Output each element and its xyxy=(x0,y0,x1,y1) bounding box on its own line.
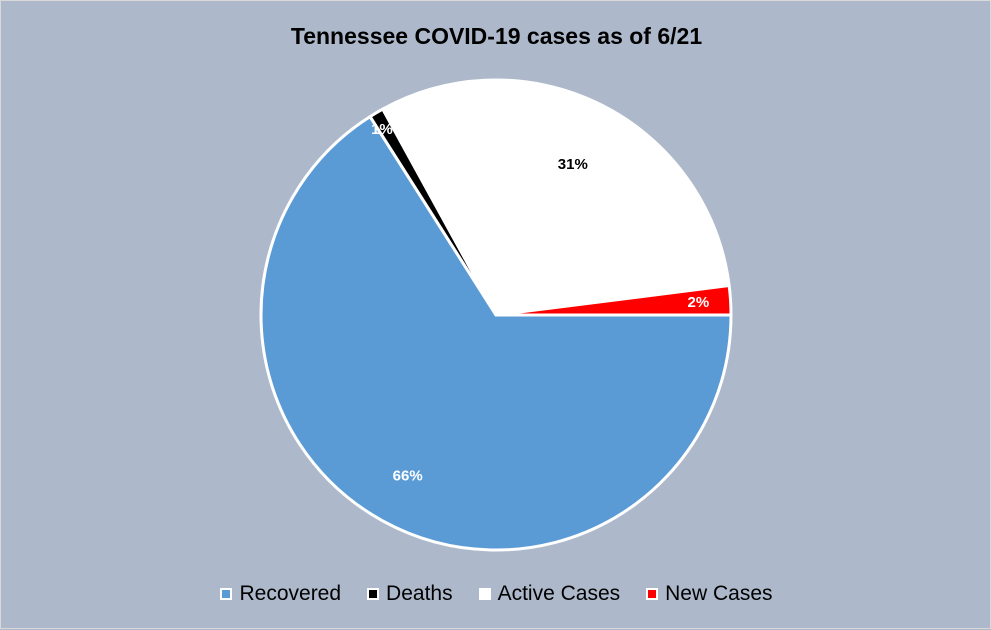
legend-swatch xyxy=(367,588,380,600)
data-label-recovered: 66% xyxy=(393,468,423,485)
legend-label: Recovered xyxy=(239,582,342,605)
legend-label: Deaths xyxy=(386,582,453,605)
pie-slice-active-cases xyxy=(381,78,731,317)
pie-slice-new-cases xyxy=(494,284,733,317)
legend-swatch xyxy=(478,588,491,600)
data-label-new-cases: 2% xyxy=(688,294,710,311)
legend-item-new-cases: New Cases xyxy=(646,582,773,606)
chart-title: Tennessee COVID-19 cases as of 6/21 xyxy=(290,23,703,49)
pie-slice-recovered xyxy=(259,115,733,552)
legend-swatch xyxy=(220,588,233,600)
legend-label: Active Cases xyxy=(497,582,621,605)
legend-swatch xyxy=(646,588,659,600)
legend-item-recovered: Recovered xyxy=(220,582,341,606)
data-label-deaths: 1% xyxy=(371,121,393,138)
legend: Recovered Deaths Active Cases New Cases xyxy=(1,582,991,606)
legend-item-deaths: Deaths xyxy=(367,582,453,606)
legend-label: New Cases xyxy=(665,582,773,605)
legend-item-active-cases: Active Cases xyxy=(478,582,621,606)
data-label-active-cases: 31% xyxy=(558,156,588,173)
